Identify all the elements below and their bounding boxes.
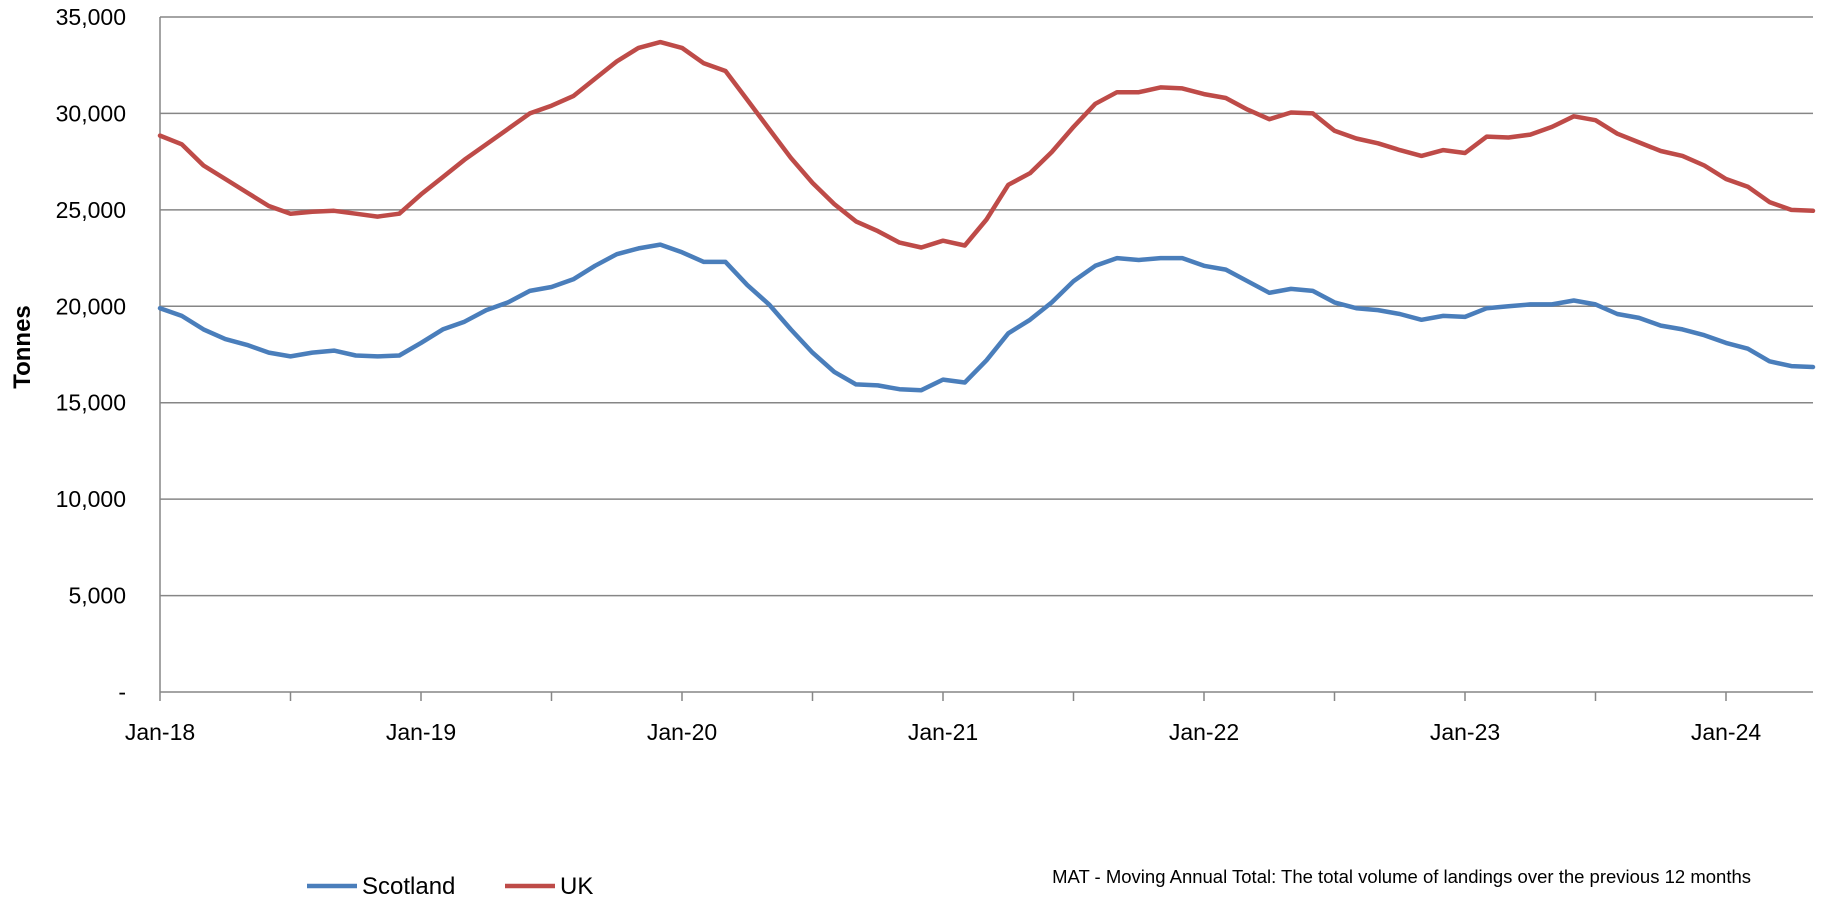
y-tick-label: 30,000 (56, 100, 126, 126)
y-tick-label: 15,000 (56, 390, 126, 416)
series-line-scotland (157, 242, 1816, 393)
y-axis-title: Tonnes (9, 305, 36, 389)
x-tick-label: Jan-21 (908, 719, 978, 745)
legend-label-uk: UK (560, 873, 593, 898)
x-tick-label: Jan-24 (1691, 719, 1762, 745)
mat-footnote: MAT - Moving Annual Total: The total vol… (1052, 866, 1751, 887)
y-tick-label: 10,000 (56, 486, 126, 512)
gridlines (160, 16, 1813, 597)
legend-label-scotland: Scotland (362, 873, 455, 898)
series-line-uk (157, 39, 1816, 250)
y-tick-label: 5,000 (68, 583, 126, 609)
x-tick-label: Jan-19 (386, 719, 456, 745)
axes: - 5,000 10,000 15,000 20,000 25,000 30,000 35,0… (56, 4, 1813, 745)
series-lines (157, 39, 1816, 393)
x-tick-label: Jan-20 (647, 719, 717, 745)
y-tick-label: 35,000 (56, 4, 126, 30)
y-tick-label: 20,000 (56, 293, 126, 319)
x-tick-label: Jan-18 (125, 719, 195, 745)
y-tick-label: - (118, 679, 126, 705)
legend: Scotland UK (307, 873, 593, 900)
x-tick-label: Jan-23 (1430, 719, 1500, 745)
x-tick-label: Jan-22 (1169, 719, 1239, 745)
y-tick-label: 25,000 (56, 197, 126, 223)
